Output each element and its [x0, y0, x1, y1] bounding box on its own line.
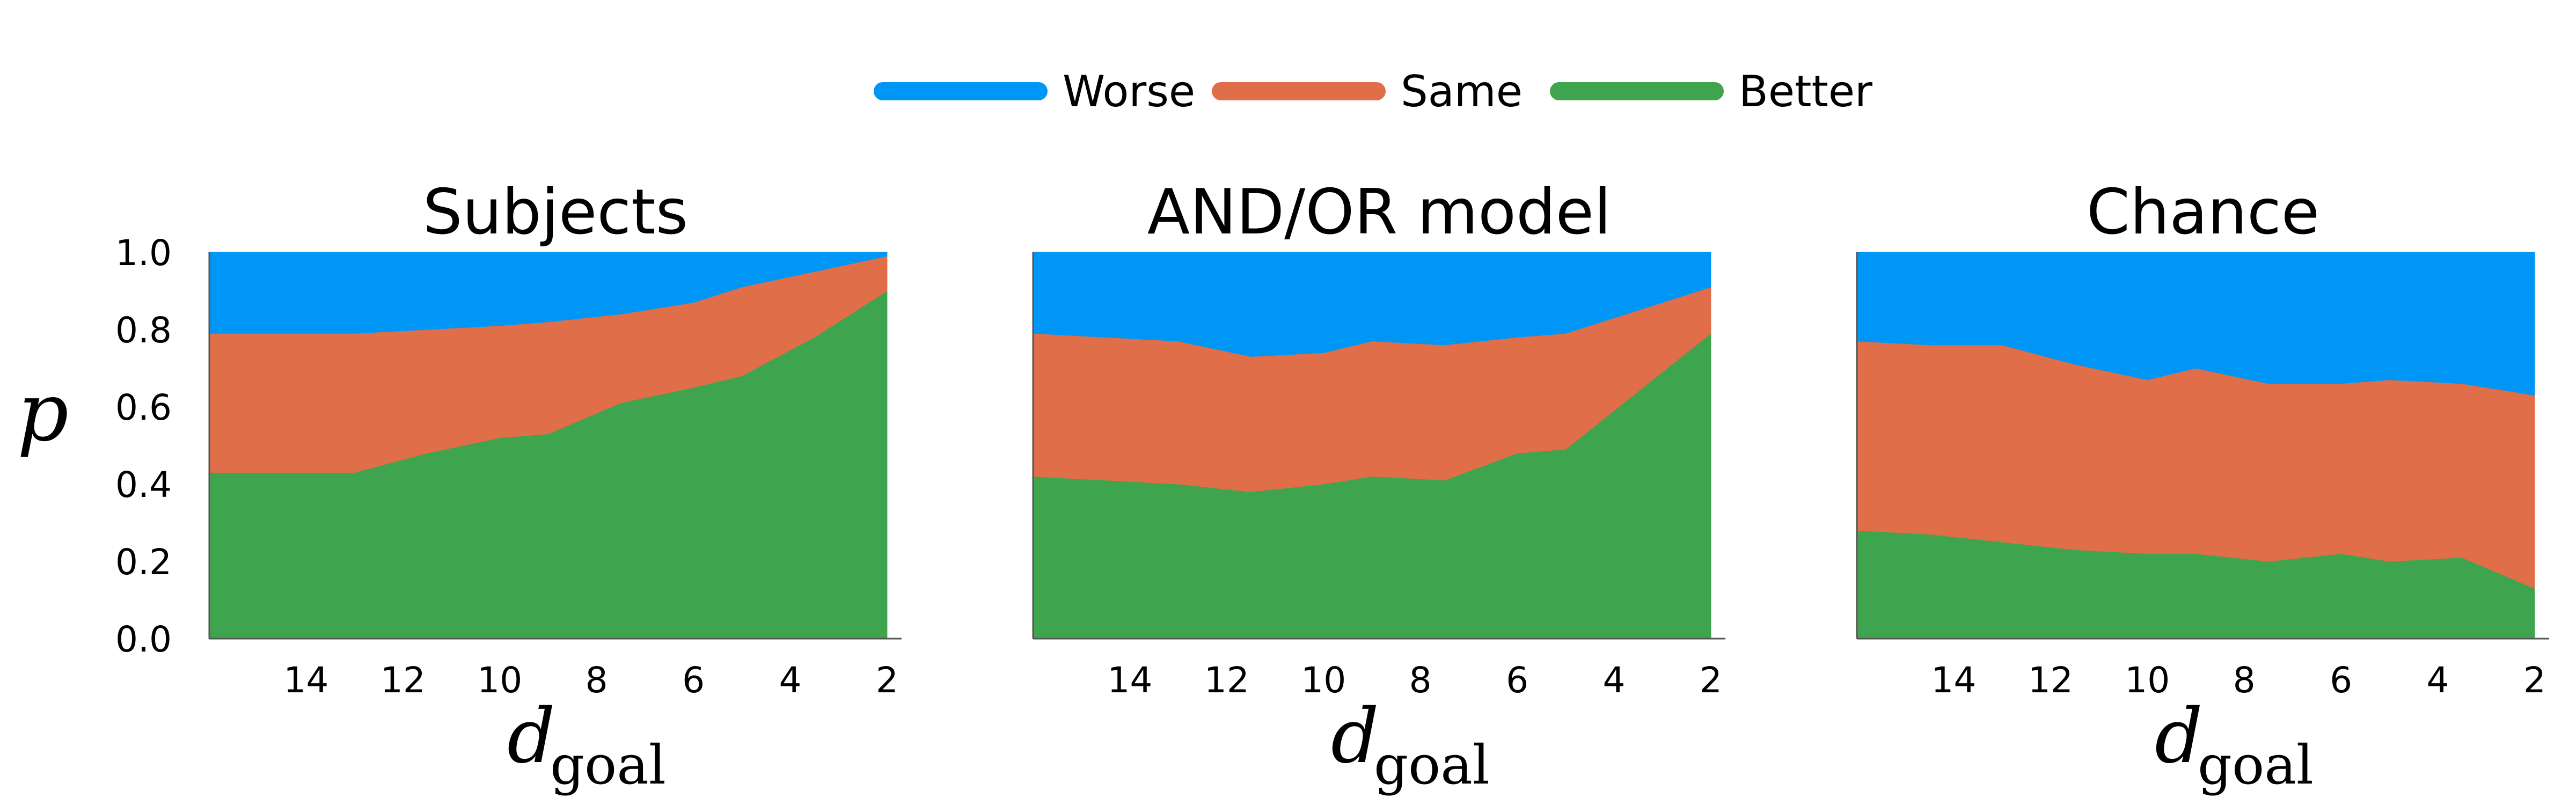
x-tick-label: 6	[682, 660, 705, 701]
x-axis-label: d	[507, 693, 555, 780]
panel-title: Subjects	[423, 176, 688, 248]
x-tick-label: 4	[1603, 660, 1626, 701]
y-tick-label: 0.2	[115, 541, 172, 583]
x-tick-label: 4	[2427, 660, 2449, 701]
x-tick-label: 12	[1204, 660, 1249, 701]
x-tick-label: 14	[1107, 660, 1152, 701]
x-axis-label-subscript: goal	[550, 734, 666, 796]
panel-title: Chance	[2087, 176, 2319, 248]
x-tick-label: 10	[477, 660, 522, 701]
x-tick-label: 10	[1301, 660, 1346, 701]
legend: Worse Same Better	[874, 67, 1872, 116]
y-tick-label: 1.0	[115, 232, 172, 274]
x-tick-label: 2	[1700, 660, 1722, 701]
x-tick-label: 4	[779, 660, 802, 701]
area-worse-panel-1	[209, 252, 888, 334]
x-axis-label-subscript: goal	[1374, 734, 1490, 796]
x-tick-label: 10	[2125, 660, 2170, 701]
y-tick-label: 0.6	[115, 387, 172, 428]
x-tick-label: 2	[2523, 660, 2546, 701]
x-tick-label: 12	[2028, 660, 2073, 701]
y-tick-label: 0.8	[115, 310, 172, 351]
x-axis-label: d	[2155, 693, 2203, 780]
legend-label-better: Better	[1739, 67, 1872, 116]
panel-title: AND/OR model	[1147, 176, 1612, 248]
y-axis-label: p	[17, 366, 69, 459]
x-tick-label: 6	[1506, 660, 1528, 701]
x-tick-label: 14	[283, 660, 328, 701]
x-tick-label: 6	[2330, 660, 2352, 701]
x-tick-label: 12	[380, 660, 426, 701]
y-tick-label: 0.4	[115, 464, 172, 506]
x-tick-label: 14	[1931, 660, 1976, 701]
panel-1: Subjects 0.0 0.2 0.4 0.6 0.8 1.0 14 12 10 8 6 4 2 dgoa…	[115, 176, 902, 796]
x-axis-label: d	[1331, 693, 1379, 780]
x-tick-label: 8	[1409, 660, 1432, 701]
area-worse-panel-2	[1033, 252, 1711, 357]
area-worse-panel-3	[1856, 252, 2535, 396]
x-axis-label-subscript: goal	[2198, 734, 2314, 796]
legend-label-same: Same	[1401, 67, 1523, 116]
x-tick-label: 8	[586, 660, 608, 701]
x-tick-label: 2	[876, 660, 898, 701]
y-tick-label: 0.0	[115, 619, 172, 660]
x-tick-label: 8	[2233, 660, 2256, 701]
legend-label-worse: Worse	[1063, 67, 1195, 116]
